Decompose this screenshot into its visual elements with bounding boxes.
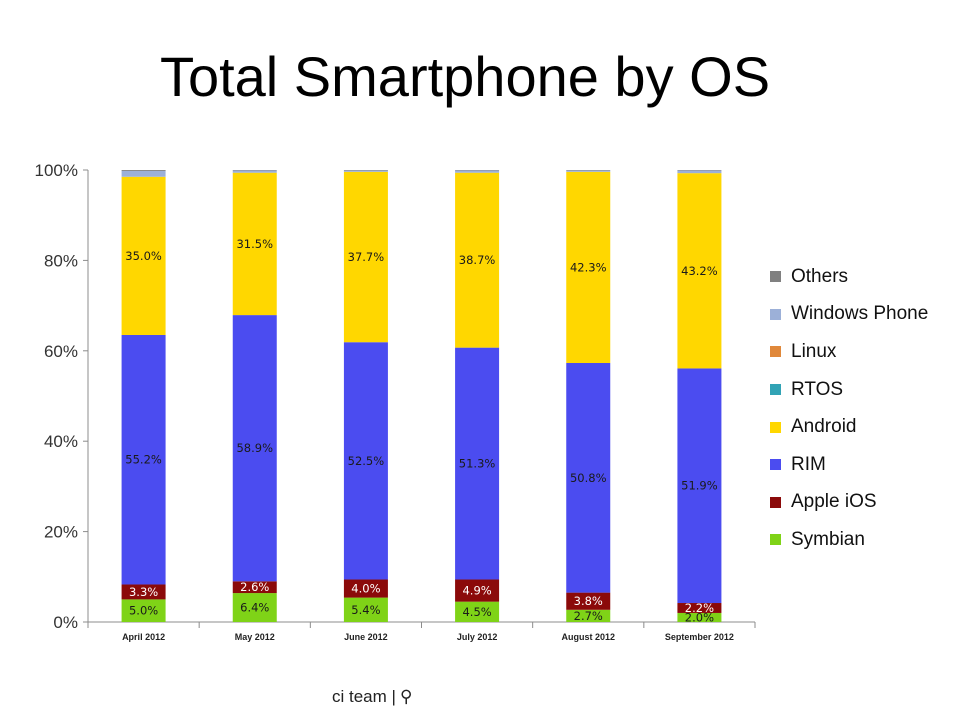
x-tick-label: September 2012 [665, 632, 734, 642]
data-label: 42.3% [570, 260, 607, 274]
bar-segment [677, 368, 722, 604]
bar-segment [232, 593, 277, 622]
legend-label: Others [791, 265, 849, 287]
data-label: 2.6% [240, 580, 269, 594]
bar-segment [343, 170, 388, 172]
bar-segment [566, 609, 611, 622]
bar-segment [232, 581, 277, 594]
data-label: 3.8% [574, 594, 603, 608]
y-tick-label: 60% [44, 342, 78, 361]
bar-segment [121, 334, 166, 585]
bar-segment [343, 579, 388, 598]
y-tick-label: 20% [44, 523, 78, 542]
bar-segment [677, 170, 722, 174]
bar-segment [121, 584, 166, 600]
bar-segment [566, 171, 611, 364]
data-label: 58.9% [236, 441, 273, 455]
bar-segment [677, 612, 722, 622]
data-label: 3.3% [129, 585, 158, 599]
data-label: 4.9% [462, 584, 491, 598]
bar-segment [677, 173, 722, 369]
pin-icon: ⚲ [399, 687, 413, 706]
data-label: 55.2% [125, 453, 162, 467]
footer-logo: ci team | ⚲ [332, 687, 412, 707]
y-tick-label: 40% [44, 432, 78, 451]
x-tick-label: August 2012 [561, 632, 615, 642]
legend-label: RIM [791, 453, 826, 475]
bar-segment [455, 170, 500, 173]
legend-swatch [770, 346, 781, 358]
x-tick-label: July 2012 [457, 632, 498, 642]
data-label: 38.7% [459, 253, 496, 267]
legend-label: Linux [791, 340, 837, 362]
data-label: 43.2% [681, 264, 718, 278]
legend-item: Apple iOS [770, 484, 928, 522]
legend-item: RIM [770, 446, 928, 484]
legend-swatch [770, 384, 781, 396]
bar-segment [455, 347, 500, 580]
data-label: 51.3% [459, 457, 496, 471]
data-label: 2.2% [685, 601, 714, 615]
legend-label: Android [791, 416, 857, 438]
x-tick-label: June 2012 [344, 632, 388, 642]
legend-item: Android [770, 408, 928, 446]
legend-label: Symbian [791, 528, 865, 550]
bar-segment [566, 170, 611, 172]
data-label: 4.5% [462, 605, 491, 619]
legend-label: Windows Phone [791, 303, 929, 325]
data-label: 5.0% [129, 604, 158, 618]
legend-label: Apple iOS [791, 491, 877, 513]
data-label: 5.4% [351, 603, 380, 617]
legend-swatch [770, 534, 781, 546]
bar-segment [343, 597, 388, 622]
chart-title: Total Smartphone by OS [159, 45, 771, 108]
bar-segment [455, 579, 500, 602]
y-tick-label: 0% [53, 613, 78, 632]
bar-segment [455, 601, 500, 622]
legend-item: Windows Phone [770, 296, 928, 334]
bar-segment [232, 170, 277, 173]
data-label: 4.0% [351, 582, 380, 596]
legend-item: Others [770, 258, 928, 296]
bar-segment [121, 170, 166, 177]
legend-item: Linux [770, 333, 928, 371]
data-label: 50.8% [570, 471, 607, 485]
bar-segment [566, 592, 611, 610]
chart-legend: Others Windows Phone Linux RTOS Android RIM Ap… [770, 258, 928, 559]
bar-segment [121, 176, 166, 335]
footer-text: ci team | [332, 687, 396, 706]
y-tick-label: 100% [35, 161, 78, 180]
x-tick-label: May 2012 [235, 632, 275, 642]
legend-swatch [770, 271, 781, 283]
data-label: 6.4% [240, 601, 269, 615]
bar-segment [121, 599, 166, 622]
bar-segment [121, 170, 166, 171]
y-tick-label: 80% [44, 251, 78, 270]
x-tick-label: April 2012 [122, 632, 165, 642]
bar-segment [677, 603, 722, 613]
bar-segment [343, 171, 388, 343]
data-label: 2.0% [685, 610, 714, 624]
bar-segment [343, 342, 388, 580]
bar-segment [232, 315, 277, 582]
legend-item: Symbian [770, 521, 928, 559]
data-label: 31.5% [236, 237, 273, 251]
legend-swatch [770, 496, 781, 508]
legend-item: RTOS [770, 371, 928, 409]
legend-swatch [770, 421, 781, 433]
data-label: 51.9% [681, 479, 718, 493]
legend-label: RTOS [791, 378, 844, 400]
legend-swatch [770, 308, 781, 320]
bar-segment [566, 363, 611, 593]
bar-segment [232, 172, 277, 316]
data-label: 35.0% [125, 249, 162, 263]
bar-segment [455, 172, 500, 348]
data-label: 2.7% [574, 609, 603, 623]
data-label: 37.7% [348, 250, 385, 264]
legend-swatch [770, 459, 781, 471]
data-label: 52.5% [348, 454, 385, 468]
